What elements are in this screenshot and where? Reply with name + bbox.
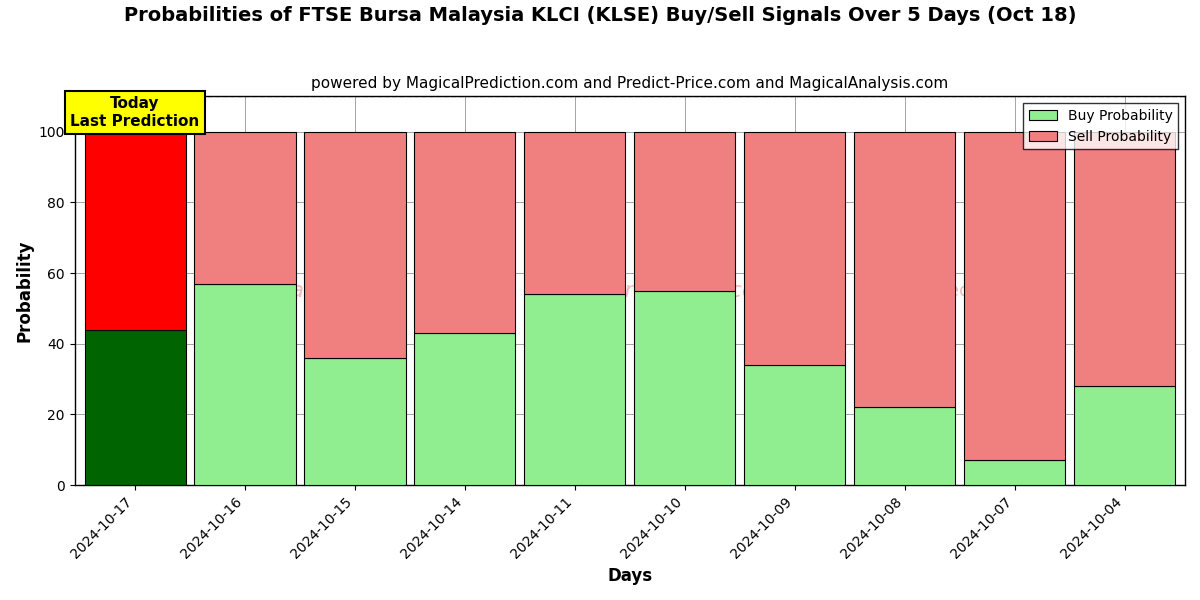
Bar bbox=[84, 131, 186, 329]
Y-axis label: Probability: Probability bbox=[16, 239, 34, 342]
Text: Probabilities of FTSE Bursa Malaysia KLCI (KLSE) Buy/Sell Signals Over 5 Days (O: Probabilities of FTSE Bursa Malaysia KLC… bbox=[124, 6, 1076, 25]
Bar bbox=[1074, 386, 1175, 485]
Bar bbox=[305, 358, 406, 485]
Bar bbox=[194, 131, 295, 284]
Bar bbox=[744, 131, 845, 365]
Bar bbox=[414, 131, 516, 333]
Bar bbox=[414, 333, 516, 485]
Bar bbox=[964, 131, 1066, 460]
X-axis label: Days: Days bbox=[607, 567, 653, 585]
Bar bbox=[84, 329, 186, 485]
Title: powered by MagicalPrediction.com and Predict-Price.com and MagicalAnalysis.com: powered by MagicalPrediction.com and Pre… bbox=[311, 76, 948, 91]
Text: calAnalysis.com: calAnalysis.com bbox=[230, 281, 408, 301]
Bar bbox=[854, 407, 955, 485]
Bar bbox=[194, 284, 295, 485]
Bar bbox=[524, 131, 625, 294]
Bar bbox=[1074, 131, 1175, 386]
Bar bbox=[635, 131, 736, 291]
Bar bbox=[964, 460, 1066, 485]
Text: Today
Last Prediction: Today Last Prediction bbox=[71, 97, 199, 129]
Text: MagicalPrediction.com: MagicalPrediction.com bbox=[862, 282, 1064, 300]
Bar bbox=[744, 365, 845, 485]
Text: MagicalPrediction.com: MagicalPrediction.com bbox=[527, 281, 778, 301]
Bar bbox=[635, 291, 736, 485]
Legend: Buy Probability, Sell Probability: Buy Probability, Sell Probability bbox=[1024, 103, 1178, 149]
Bar bbox=[305, 131, 406, 358]
Bar bbox=[524, 294, 625, 485]
Bar bbox=[854, 131, 955, 407]
